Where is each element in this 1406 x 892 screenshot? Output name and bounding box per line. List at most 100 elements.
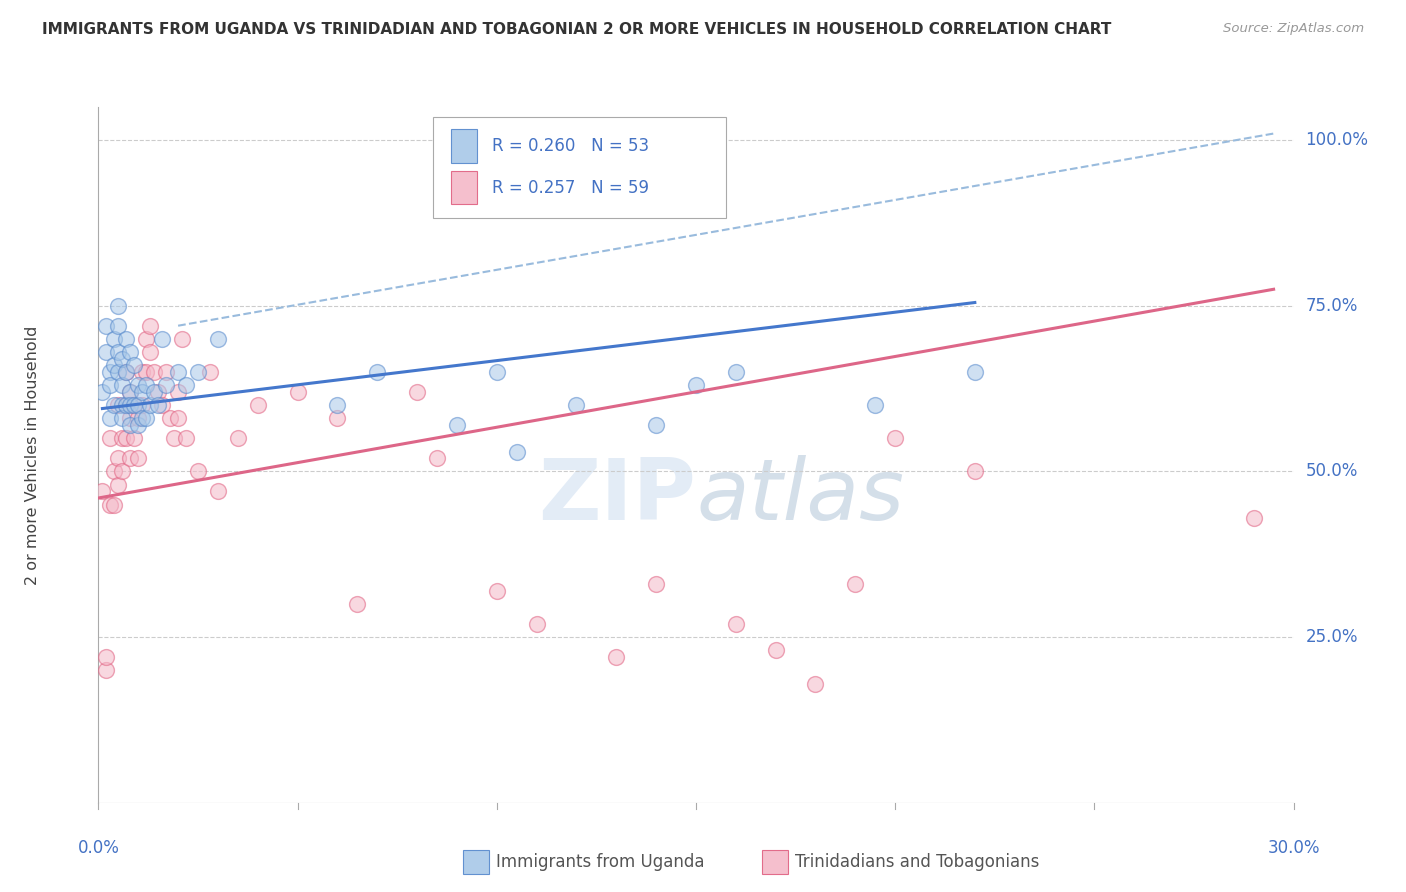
Point bbox=[485, 583, 508, 598]
Point bbox=[844, 577, 866, 591]
Point bbox=[103, 359, 125, 373]
Point bbox=[124, 398, 146, 412]
Point bbox=[103, 332, 125, 346]
Point bbox=[174, 378, 197, 392]
Point bbox=[107, 451, 129, 466]
Point bbox=[96, 318, 118, 333]
Point bbox=[120, 418, 142, 433]
Text: ZIP: ZIP bbox=[538, 455, 696, 538]
Point bbox=[115, 431, 138, 445]
Point bbox=[107, 318, 129, 333]
Point bbox=[159, 411, 181, 425]
Point bbox=[103, 465, 125, 479]
Text: 100.0%: 100.0% bbox=[1305, 131, 1368, 149]
Point bbox=[111, 398, 134, 412]
Point bbox=[131, 398, 153, 412]
Point bbox=[207, 484, 229, 499]
Point bbox=[143, 384, 166, 399]
Point bbox=[226, 431, 249, 445]
Point bbox=[724, 616, 747, 631]
Point bbox=[187, 465, 209, 479]
Point bbox=[107, 345, 129, 359]
Point bbox=[120, 411, 142, 425]
Text: atlas: atlas bbox=[696, 455, 904, 538]
Text: 75.0%: 75.0% bbox=[1305, 297, 1358, 315]
Text: Source: ZipAtlas.com: Source: ZipAtlas.com bbox=[1223, 22, 1364, 36]
Point bbox=[115, 365, 138, 379]
Point bbox=[645, 577, 668, 591]
Point bbox=[207, 332, 229, 346]
Point bbox=[98, 365, 122, 379]
Text: 50.0%: 50.0% bbox=[1305, 462, 1358, 481]
Point bbox=[135, 365, 157, 379]
Point bbox=[645, 418, 668, 433]
Point bbox=[98, 431, 122, 445]
Point bbox=[131, 411, 153, 425]
Point bbox=[139, 345, 162, 359]
Point bbox=[963, 365, 986, 379]
Point bbox=[135, 411, 157, 425]
Point bbox=[120, 384, 142, 399]
FancyBboxPatch shape bbox=[451, 171, 477, 204]
Point bbox=[131, 365, 153, 379]
Point bbox=[115, 365, 138, 379]
Point bbox=[167, 365, 190, 379]
Point bbox=[107, 398, 129, 412]
Point bbox=[155, 378, 177, 392]
Point bbox=[96, 345, 118, 359]
Point bbox=[804, 676, 827, 690]
Point bbox=[111, 351, 134, 366]
Point bbox=[127, 451, 149, 466]
Text: IMMIGRANTS FROM UGANDA VS TRINIDADIAN AND TOBAGONIAN 2 OR MORE VEHICLES IN HOUSE: IMMIGRANTS FROM UGANDA VS TRINIDADIAN AN… bbox=[42, 22, 1112, 37]
Point bbox=[120, 345, 142, 359]
Point bbox=[150, 332, 173, 346]
Point bbox=[98, 498, 122, 512]
Point bbox=[111, 431, 134, 445]
Point bbox=[506, 444, 529, 458]
Point bbox=[366, 365, 388, 379]
Point bbox=[124, 398, 146, 412]
Point bbox=[326, 398, 349, 412]
Point bbox=[198, 365, 221, 379]
Point bbox=[346, 597, 368, 611]
FancyBboxPatch shape bbox=[463, 850, 489, 874]
Point bbox=[120, 398, 142, 412]
Point bbox=[605, 650, 627, 665]
Point bbox=[111, 465, 134, 479]
Point bbox=[446, 418, 468, 433]
Point bbox=[115, 398, 138, 412]
Point bbox=[139, 398, 162, 412]
Point bbox=[115, 398, 138, 412]
Point bbox=[724, 365, 747, 379]
Point bbox=[107, 477, 129, 491]
Point bbox=[127, 418, 149, 433]
Point bbox=[124, 431, 146, 445]
Point bbox=[127, 378, 149, 392]
Point bbox=[107, 299, 129, 313]
Point bbox=[884, 431, 907, 445]
Point bbox=[98, 378, 122, 392]
Point bbox=[148, 398, 170, 412]
Point bbox=[526, 616, 548, 631]
Point bbox=[685, 378, 707, 392]
Point bbox=[246, 398, 269, 412]
Point bbox=[103, 398, 125, 412]
Point bbox=[187, 365, 209, 379]
Point bbox=[174, 431, 197, 445]
Point bbox=[163, 431, 186, 445]
Point bbox=[120, 384, 142, 399]
Point bbox=[963, 465, 986, 479]
Point bbox=[96, 650, 118, 665]
Point bbox=[565, 398, 588, 412]
Point bbox=[143, 365, 166, 379]
Point bbox=[124, 359, 146, 373]
Point bbox=[155, 365, 177, 379]
Point bbox=[115, 332, 138, 346]
Point bbox=[120, 451, 142, 466]
Point bbox=[167, 411, 190, 425]
FancyBboxPatch shape bbox=[433, 118, 725, 219]
Text: 2 or more Vehicles in Household: 2 or more Vehicles in Household bbox=[25, 326, 41, 584]
Point bbox=[426, 451, 449, 466]
Point bbox=[107, 365, 129, 379]
Point bbox=[98, 411, 122, 425]
